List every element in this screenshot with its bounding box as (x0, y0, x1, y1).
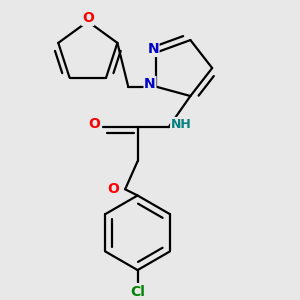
Text: Cl: Cl (130, 285, 145, 299)
Text: NH: NH (171, 118, 191, 130)
Text: O: O (88, 117, 100, 131)
Text: O: O (82, 11, 94, 25)
Text: N: N (144, 76, 156, 91)
Text: N: N (147, 42, 159, 56)
Text: O: O (107, 182, 118, 196)
